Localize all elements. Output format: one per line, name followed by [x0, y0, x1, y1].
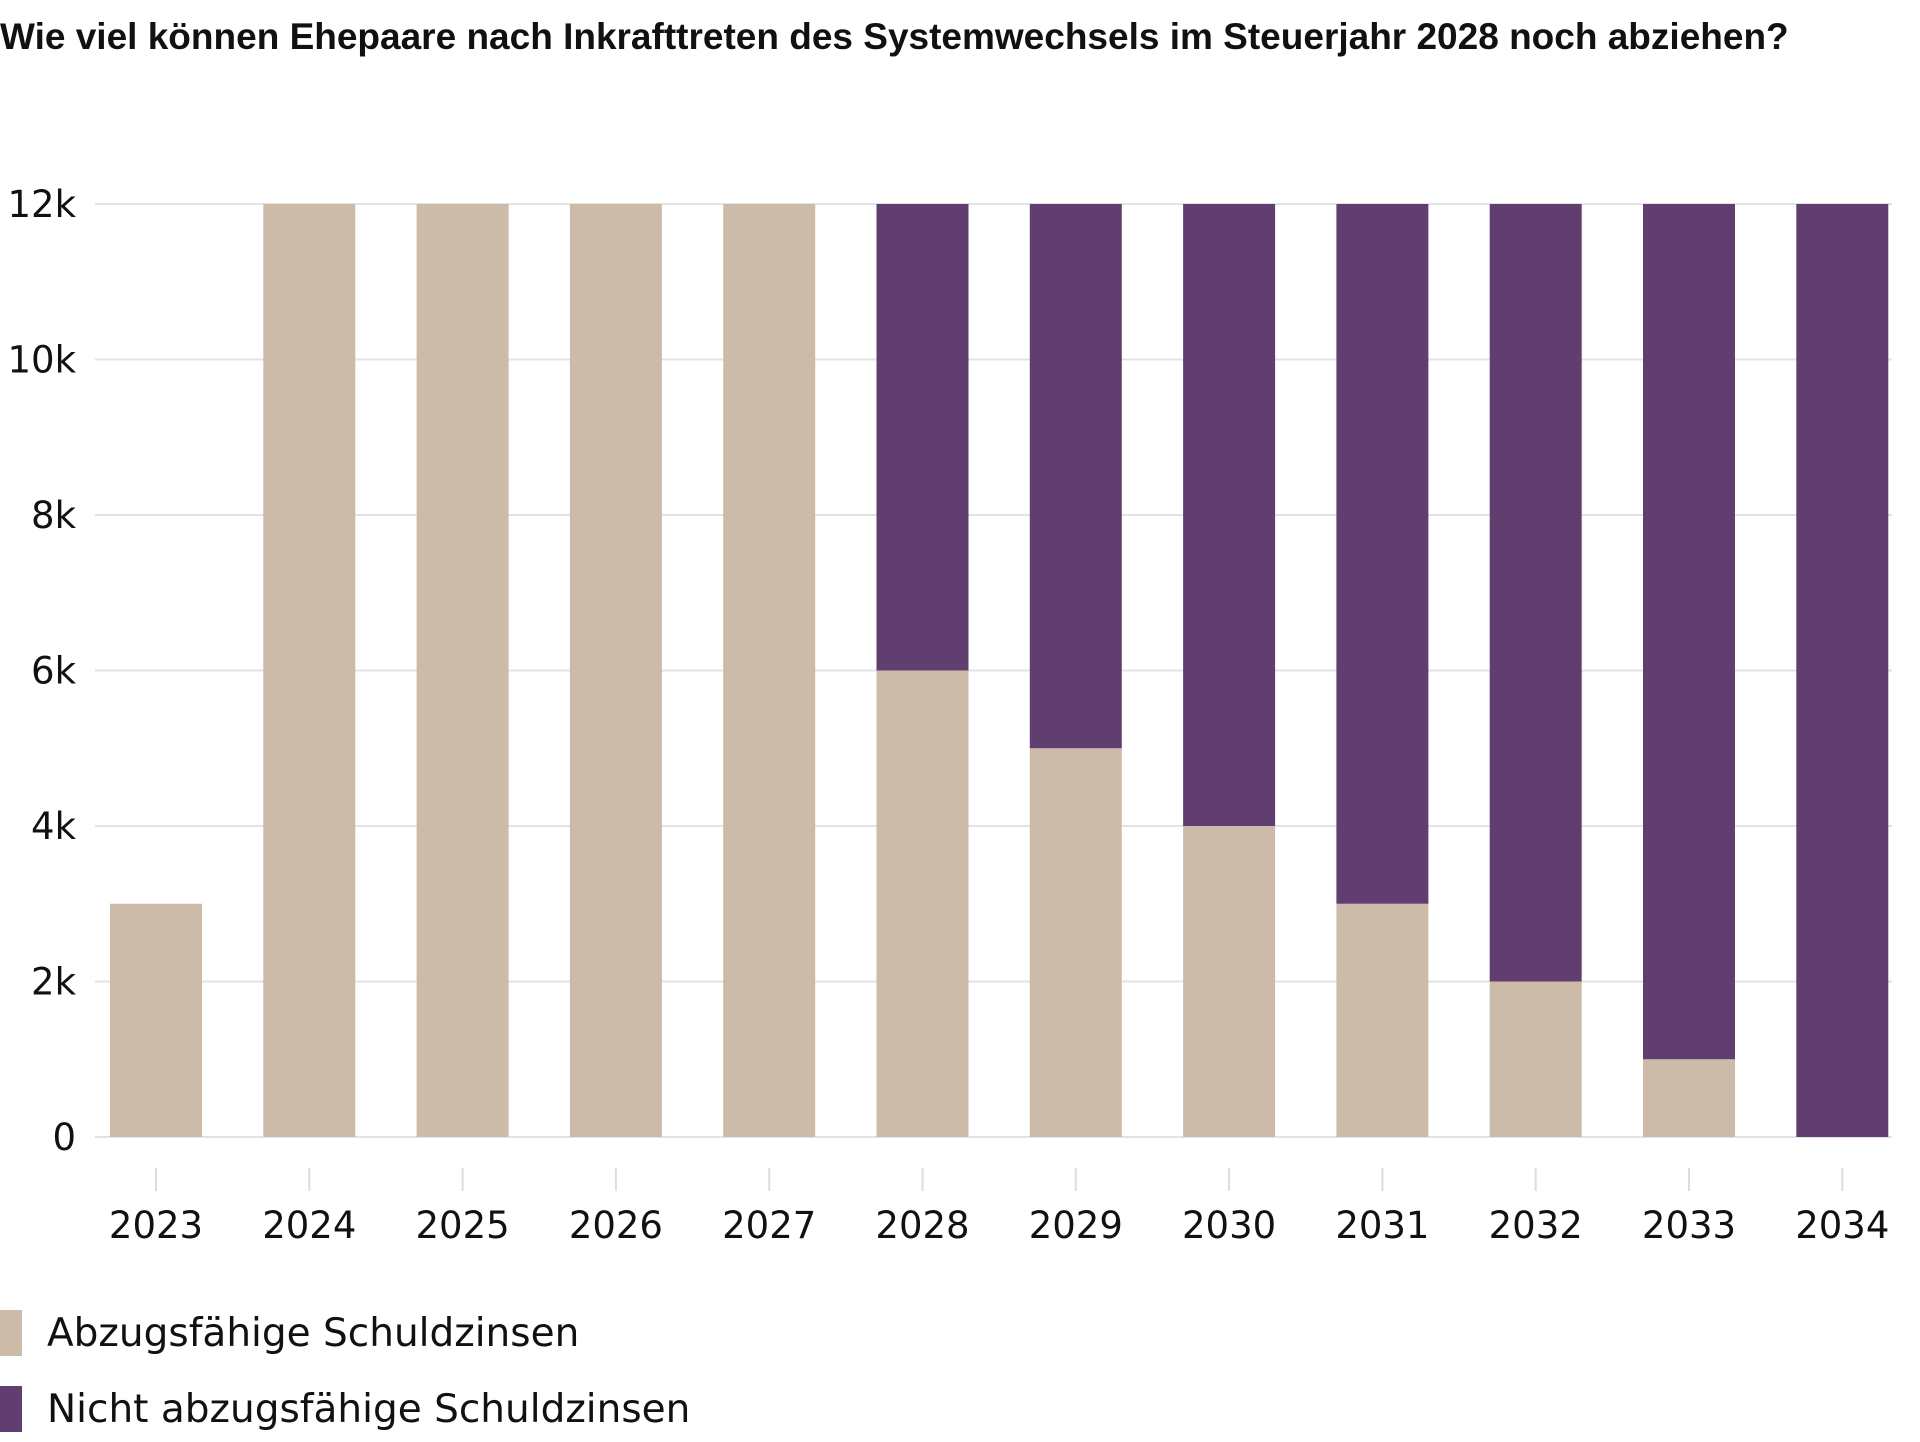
- legend-label: Abzugsfähige Schuldzinsen: [47, 1310, 580, 1356]
- chart-title: Wie viel können Ehepaare nach Inkrafttre…: [0, 16, 1789, 57]
- legend-item-abzugsfaehig: Abzugsfähige Schuldzinsen: [0, 1310, 579, 1356]
- y-tick-label: 4k: [31, 805, 77, 848]
- x-tick-label: 2029: [1029, 1204, 1123, 1247]
- y-tick-label: 6k: [31, 650, 77, 693]
- bar-segment-2029-nicht-abzugsfaehig: [1029, 204, 1122, 749]
- bar-segment-2034-nicht-abzugsfaehig: [1796, 204, 1889, 1137]
- legend-swatch: [0, 1386, 22, 1432]
- bar-segment-2026-abzugsfaehig: [569, 204, 662, 1137]
- bar-segment-2028-abzugsfaehig: [876, 670, 969, 1137]
- x-tick-label: 2032: [1489, 1204, 1583, 1247]
- x-tick-label: 2031: [1335, 1204, 1429, 1247]
- legend-label: Nicht abzugsfähige Schuldzinsen: [47, 1386, 691, 1432]
- x-tick-label: 2033: [1642, 1204, 1736, 1247]
- y-tick-label: 2k: [31, 961, 77, 1004]
- bar-segment-2031-abzugsfaehig: [1336, 903, 1429, 1137]
- bar-segment-2031-nicht-abzugsfaehig: [1336, 204, 1429, 904]
- bar-segment-2025-abzugsfaehig: [416, 204, 509, 1137]
- x-tick-label: 2028: [875, 1204, 969, 1247]
- bar-segment-2032-nicht-abzugsfaehig: [1489, 204, 1582, 982]
- bar-segment-2023-abzugsfaehig: [110, 903, 202, 1137]
- x-tick-label: 2025: [416, 1204, 510, 1247]
- x-tick-label: 2027: [722, 1204, 816, 1247]
- y-tick-label: 10k: [7, 339, 76, 382]
- bar-segment-2029-abzugsfaehig: [1029, 748, 1122, 1137]
- bar-segment-2024-abzugsfaehig: [263, 204, 356, 1137]
- bar-segment-2028-nicht-abzugsfaehig: [876, 204, 969, 671]
- y-tick-label: 12k: [7, 183, 76, 226]
- bar-segment-2030-nicht-abzugsfaehig: [1183, 204, 1276, 826]
- x-tick-label: 2024: [262, 1204, 356, 1247]
- bar-segment-2033-abzugsfaehig: [1643, 1059, 1735, 1137]
- y-tick-label: 8k: [31, 494, 77, 537]
- legend-swatch: [0, 1310, 22, 1356]
- bar-segment-2027-abzugsfaehig: [723, 204, 816, 1137]
- x-tick-label: 2034: [1795, 1204, 1889, 1247]
- bar-segment-2032-abzugsfaehig: [1489, 981, 1582, 1137]
- x-tick-label: 2030: [1182, 1204, 1276, 1247]
- x-tick-label: 2026: [569, 1204, 663, 1247]
- legend-item-nicht-abzugsfaehig: Nicht abzugsfähige Schuldzinsen: [0, 1386, 690, 1432]
- x-tick-label: 2023: [109, 1204, 203, 1247]
- bar-segment-2033-nicht-abzugsfaehig: [1643, 204, 1735, 1060]
- y-tick-label: 0: [52, 1116, 76, 1159]
- bar-segment-2030-abzugsfaehig: [1183, 826, 1276, 1137]
